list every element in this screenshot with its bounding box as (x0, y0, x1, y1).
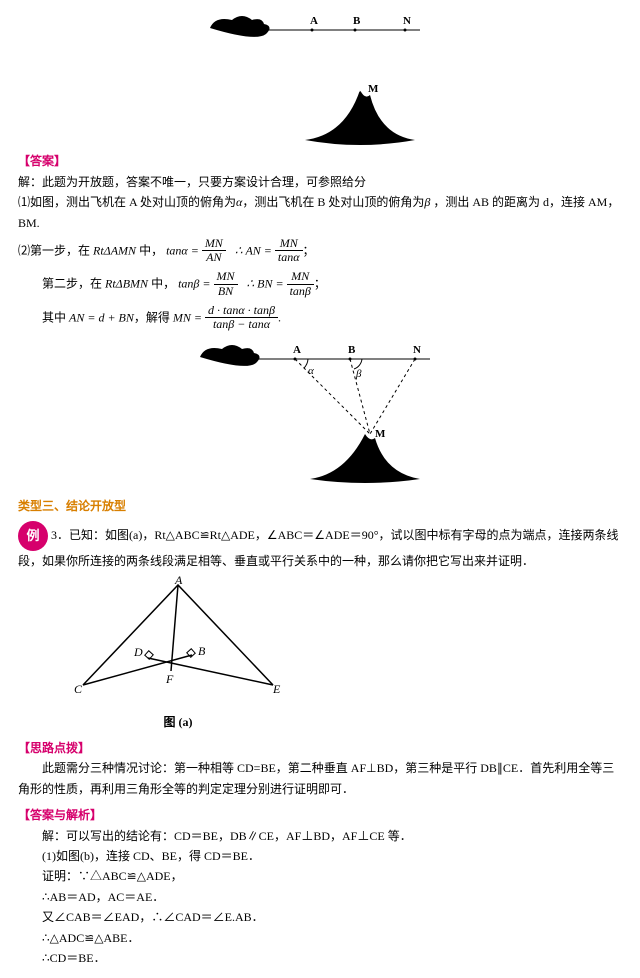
svg-text:A: A (293, 344, 301, 356)
parse-line-7: ∴CD＝BE． (42, 948, 622, 968)
svg-text:D: D (133, 645, 143, 659)
parse-line-1: 解：可以写出的结论有：CD＝BE，DB∥CE，AF⊥BD，AF⊥CE 等． (42, 826, 622, 846)
svg-text:M: M (368, 83, 379, 95)
svg-text:B: B (198, 644, 206, 658)
figure-airplane-mountain-2: A B N α β M (18, 339, 622, 490)
parse-line-6: ∴△ADC≌△ABE． (42, 928, 622, 948)
parse-line-2: (1)如图(b)，连接 CD、BE，得 CD＝BE． (42, 846, 622, 866)
figure-a-caption: 图 (a) (68, 712, 288, 732)
figure-airplane-mountain-1: A B N M (18, 10, 622, 151)
svg-text:α: α (308, 365, 314, 377)
question-3-text: 已知：如图(a)，Rt△ABC≌Rt△ADE，∠ABC＝∠ADE＝90°，试以图… (18, 528, 619, 568)
svg-text:β: β (355, 368, 362, 380)
svg-text:A: A (174, 575, 183, 587)
svg-text:N: N (413, 344, 421, 356)
svg-text:C: C (74, 682, 83, 696)
parse-line-4: ∴AB＝AD，AC＝AE． (42, 887, 622, 907)
answer-step2c: 其中 AN = d + BN，解得 MN = d · tanα · tanβta… (18, 304, 622, 333)
parse-line-5: 又∠CAB＝∠EAD，∴∠CAD＝∠E.AB． (42, 907, 622, 927)
parse-line-3: 证明：∵△ABC≌△ADE， (42, 866, 622, 886)
svg-text:E: E (272, 682, 281, 696)
figure-geometry-a: A C E D B F 图 (a) (68, 575, 622, 732)
example-badge: 例 (18, 521, 48, 551)
question-3-number: 3． (51, 528, 69, 542)
heading-hint: 【思路点拨】 (18, 738, 622, 758)
answer-step1: ⑴如图，测出飞机在 A 处对山顶的俯角为α，测出飞机在 B 处对山顶的俯角为β … (18, 192, 622, 233)
heading-parse: 【答案与解析】 (18, 805, 622, 825)
svg-text:A: A (310, 15, 318, 27)
hint-text: 此题需分三种情况讨论：第一种相等 CD=BE，第二种垂直 AF⊥BD，第三种是平… (18, 758, 622, 799)
answer-step2a: ⑵第一步，在 RtΔAMN 中， tanα = MNAN ∴ AN = MNta… (18, 237, 622, 266)
heading-answer: 【答案】 (18, 151, 622, 171)
heading-type-3: 类型三、结论开放型 (18, 496, 622, 516)
svg-text:M: M (375, 428, 386, 440)
answer-line-intro: 解：此题为开放题，答案不唯一，只要方案设计合理，可参照给分 (18, 172, 622, 192)
svg-text:N: N (403, 15, 411, 27)
answer-step2b: 第二步，在 RtΔBMN 中， tanβ = MNBN ∴ BN = MNtan… (18, 270, 622, 299)
svg-text:F: F (165, 672, 174, 686)
svg-text:B: B (353, 15, 361, 27)
svg-text:B: B (348, 344, 356, 356)
